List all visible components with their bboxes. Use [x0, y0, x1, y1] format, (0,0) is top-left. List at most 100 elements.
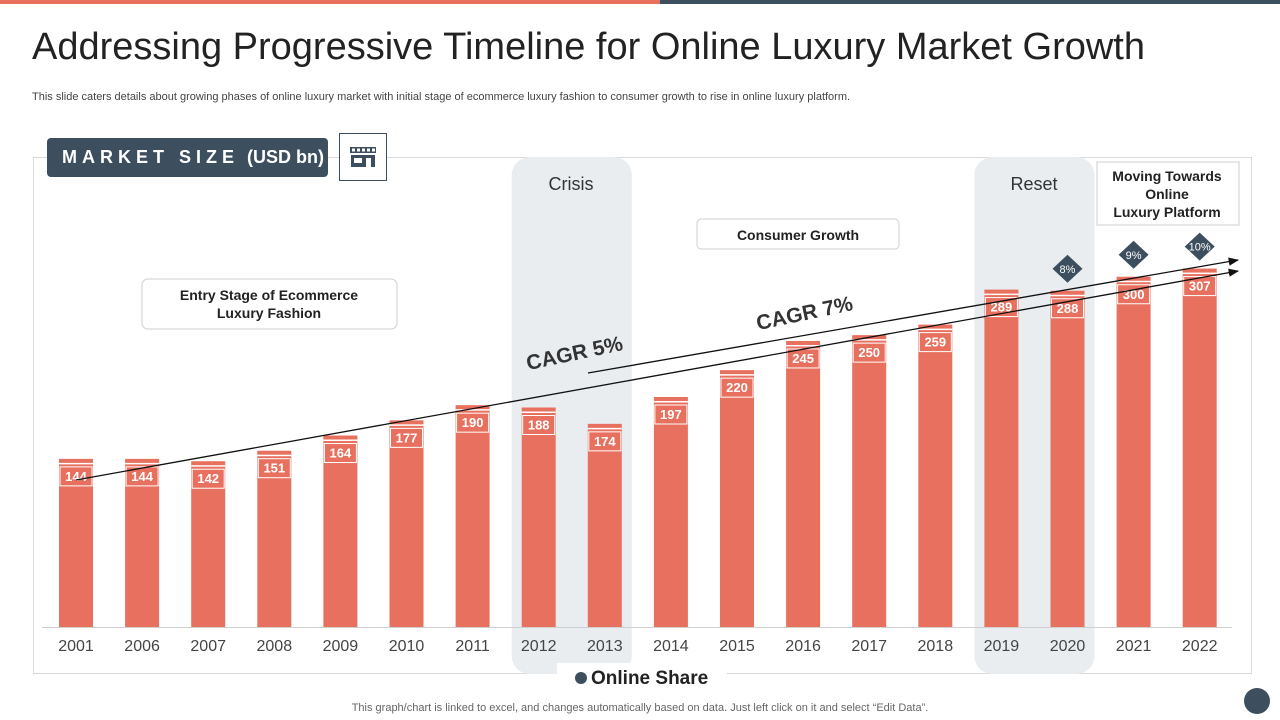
bar-value-label-2013: 174 [594, 434, 616, 449]
bar-value-label-2016: 245 [792, 351, 814, 366]
online-share-label-2020: 8% [1060, 264, 1076, 276]
bar-value-label-2017: 250 [858, 345, 880, 360]
top-accent-bar [0, 0, 1280, 4]
x-tick-label-2012: 2012 [521, 638, 557, 655]
bar-value-label-2012: 188 [528, 418, 550, 433]
online-share-label-2022: 10% [1189, 242, 1211, 254]
bar-2001 [59, 458, 93, 627]
bar-2012 [521, 407, 556, 627]
phase-label-consumer-growth: Consumer Growth [737, 227, 859, 243]
page-title: Addressing Progressive Timeline for Onli… [32, 26, 1146, 68]
bar-value-label-2014: 197 [660, 407, 682, 422]
x-tick-label-2014: 2014 [653, 638, 689, 655]
phase-label-entry-line-2: Luxury Fashion [217, 305, 321, 321]
bar-2020 [1050, 290, 1085, 627]
x-tick-label-2020: 2020 [1050, 638, 1086, 655]
bar-value-label-2015: 220 [726, 380, 748, 395]
x-tick-label-2013: 2013 [587, 638, 623, 655]
x-tick-label-2008: 2008 [257, 638, 293, 655]
phase-box-entry-stage [141, 278, 398, 330]
phase-label-moving-line-2: Online [1145, 186, 1189, 202]
bar-value-label-2020: 288 [1057, 301, 1079, 316]
bar-top-line-2001 [59, 462, 93, 465]
phase-label-moving-line-1: Moving Towards [1112, 168, 1222, 184]
bar-2006 [125, 458, 160, 627]
bar-value-box-2006 [125, 466, 159, 487]
x-tick-label-2016: 2016 [785, 638, 821, 655]
x-tick-label-2011: 2011 [455, 638, 490, 655]
x-tick-label-2018: 2018 [918, 638, 954, 655]
bar-top-line-2018 [918, 328, 953, 331]
bar-value-box-2009 [323, 443, 357, 464]
bar-value-label-2009: 164 [330, 446, 352, 461]
bar-top-line-2020 [1050, 294, 1085, 297]
x-tick-label-2009: 2009 [323, 638, 359, 655]
bar-top-line-2009 [323, 439, 358, 442]
bar-top-line-2006 [125, 462, 160, 465]
bar-2008 [257, 450, 292, 627]
phase-label-entry-line-1: Entry Stage of Ecommerce [180, 287, 358, 303]
x-tick-label-2021: 2021 [1116, 638, 1152, 655]
bar-value-label-2001: 144 [65, 469, 87, 484]
bar-2013 [587, 423, 622, 627]
bar-top-line-2008 [257, 454, 292, 457]
cagr-5-arrow [75, 268, 1240, 481]
phase-box-moving-towards [1096, 161, 1240, 226]
online-share-marker-2020 [1052, 254, 1083, 283]
bar-value-box-2011 [456, 412, 490, 433]
bar-value-box-2017 [852, 342, 886, 363]
badge-key: MARKET SIZE [62, 147, 240, 167]
x-tick-label-2019: 2019 [984, 638, 1020, 655]
bar-top-line-2010 [389, 424, 424, 426]
phase-label-crisis: Crisis [549, 174, 594, 194]
bar-value-label-2019: 289 [991, 300, 1013, 315]
bar-value-box-2022 [1183, 276, 1217, 297]
bar-value-label-2008: 151 [263, 461, 285, 476]
bar-value-label-2022: 307 [1189, 279, 1211, 294]
bar-2007 [191, 461, 226, 627]
bar-2011 [455, 405, 490, 627]
bar-top-line-2022 [1182, 272, 1217, 275]
phase-label-moving-towards: Moving Towards Online Luxury Platform [1112, 168, 1222, 220]
bar-value-box-2010 [390, 427, 423, 448]
corner-dot [1244, 688, 1270, 714]
bar-top-line-2019 [984, 293, 1019, 296]
bar-top-line-2007 [191, 465, 226, 467]
phase-box-consumer-growth [696, 218, 900, 250]
phase-label-moving-line-3: Luxury Platform [1113, 204, 1220, 220]
bar-value-box-2001 [59, 466, 93, 487]
footer-note: This graph/chart is linked to excel, and… [351, 702, 929, 714]
bar-value-box-2007 [191, 468, 225, 489]
x-tick-label-2007: 2007 [190, 638, 226, 655]
bar-value-label-2006: 144 [131, 469, 153, 484]
bar-2015 [720, 370, 754, 627]
phase-label-reset: Reset [1010, 174, 1057, 194]
bar-2021 [1116, 276, 1151, 627]
bar-top-line-2017 [852, 339, 887, 341]
bar-2010 [389, 420, 424, 627]
bar-top-line-2016 [786, 344, 821, 347]
bar-2022 [1182, 268, 1217, 627]
x-tick-label-2010: 2010 [389, 638, 425, 655]
badge-unit: (USD bn) [247, 147, 324, 167]
x-tick-label-2022: 2022 [1182, 638, 1218, 655]
bar-top-line-2015 [720, 374, 754, 376]
bar-2017 [852, 335, 887, 627]
bar-value-box-2015 [720, 377, 754, 398]
bar-2016 [786, 340, 821, 627]
bar-value-box-2014 [654, 404, 688, 425]
bar-value-box-2018 [918, 332, 952, 353]
bar-2018 [918, 324, 953, 627]
bar-value-label-2010: 177 [396, 430, 418, 445]
bar-top-line-2021 [1116, 280, 1151, 283]
bar-value-box-2021 [1117, 284, 1151, 305]
cagr-7-arrow [587, 257, 1240, 374]
top-accent-bar-dark [660, 0, 1280, 4]
legend-dot-icon [575, 672, 587, 684]
x-tick-label-2015: 2015 [719, 638, 755, 655]
bar-value-label-2018: 259 [924, 335, 946, 350]
online-share-marker-2022 [1184, 232, 1215, 261]
bar-value-box-2008 [257, 458, 291, 479]
bar-top-line-2014 [653, 401, 688, 403]
